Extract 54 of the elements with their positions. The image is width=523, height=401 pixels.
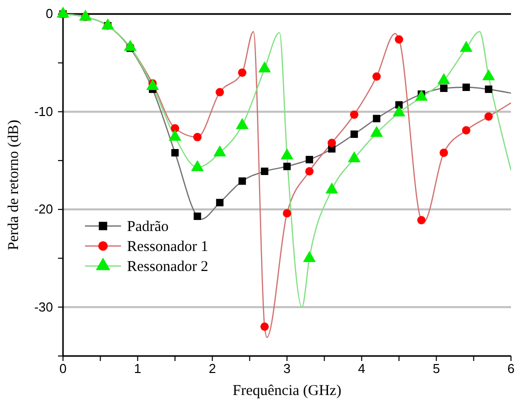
point (372, 72, 381, 81)
point (417, 216, 426, 224)
point (171, 149, 179, 156)
point (283, 162, 291, 170)
y-tick-label: -20 (34, 202, 53, 217)
point (260, 168, 268, 176)
x-tick-label: 3 (283, 361, 291, 376)
point (194, 212, 202, 220)
point (415, 90, 428, 101)
point (392, 105, 406, 116)
point (350, 130, 358, 138)
y-tick-label: -10 (34, 104, 53, 119)
point (306, 156, 314, 164)
point (462, 84, 470, 91)
x-axis-title: Frequência (GHz) (232, 383, 342, 399)
x-tick-label: 2 (208, 361, 216, 376)
point (216, 198, 224, 206)
point (238, 68, 246, 77)
point (462, 126, 470, 134)
point (437, 73, 450, 84)
point (350, 110, 358, 119)
point (282, 209, 292, 218)
point (328, 138, 336, 148)
point (216, 88, 224, 96)
legend-label: Ressonador 2 (127, 259, 208, 275)
point (372, 114, 380, 122)
point (236, 118, 249, 130)
point (193, 132, 202, 142)
legend-label: Padrão (127, 219, 169, 235)
y-tick-label: 0 (46, 6, 53, 22)
legend-label: Ressonador 1 (127, 239, 208, 255)
point (305, 167, 314, 176)
point (482, 69, 495, 80)
point (56, 6, 70, 18)
x-tick-label: 5 (432, 361, 440, 376)
y-axis-title: Perda de retorno (dB) (6, 120, 22, 250)
point (238, 177, 246, 185)
point (484, 112, 493, 121)
point (460, 40, 473, 52)
point (394, 35, 404, 44)
point (260, 322, 269, 331)
point (258, 61, 271, 72)
point (440, 148, 448, 157)
x-tick-label: 6 (507, 361, 515, 376)
point (79, 10, 92, 21)
point (101, 18, 114, 30)
point (124, 40, 137, 51)
point (484, 86, 492, 93)
y-tick-label: -30 (34, 299, 53, 314)
point (170, 124, 180, 132)
x-tick-label: 1 (134, 361, 142, 376)
x-tick-label: 0 (59, 361, 67, 376)
x-tick-label: 4 (358, 361, 366, 376)
point (440, 84, 448, 92)
